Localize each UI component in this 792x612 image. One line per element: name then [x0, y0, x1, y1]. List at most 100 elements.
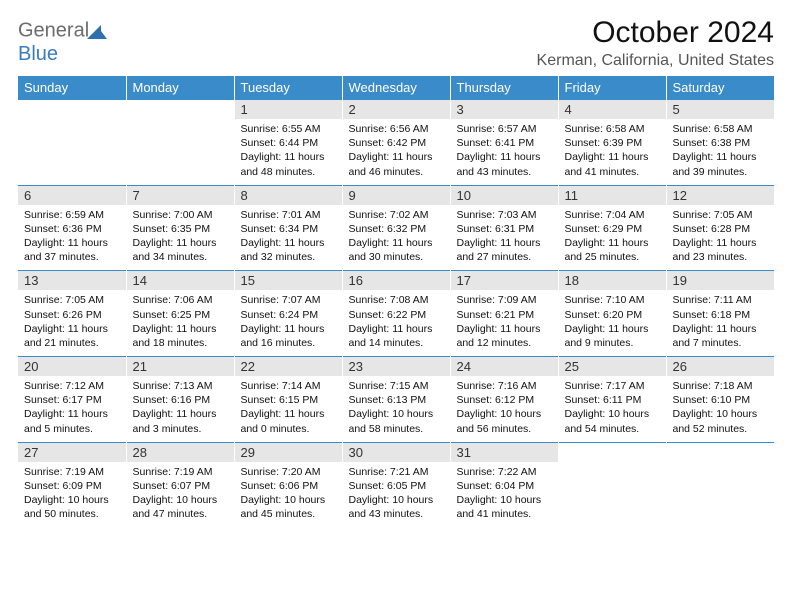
day-number-cell: [666, 442, 774, 462]
daylight-text: and 5 minutes.: [24, 422, 120, 436]
daylight-text: and 34 minutes.: [133, 250, 228, 264]
day-number-row: 13141516171819: [18, 271, 774, 291]
sunrise-text: Sunrise: 7:00 AM: [133, 208, 228, 222]
month-title: October 2024: [537, 16, 774, 50]
day-number-cell: 3: [450, 100, 558, 120]
sunrise-text: Sunrise: 7:16 AM: [457, 379, 552, 393]
day-body-cell: Sunrise: 7:02 AMSunset: 6:32 PMDaylight:…: [342, 205, 450, 271]
daylight-text: Daylight: 10 hours: [565, 407, 660, 421]
sunset-text: Sunset: 6:10 PM: [673, 393, 769, 407]
daylight-text: Daylight: 11 hours: [241, 407, 336, 421]
day-body-cell: Sunrise: 7:14 AMSunset: 6:15 PMDaylight:…: [234, 376, 342, 442]
day-body-cell: Sunrise: 7:09 AMSunset: 6:21 PMDaylight:…: [450, 290, 558, 356]
sunset-text: Sunset: 6:39 PM: [565, 136, 660, 150]
sunrise-text: Sunrise: 7:02 AM: [349, 208, 444, 222]
day-body-cell: [126, 119, 234, 185]
day-body-cell: Sunrise: 7:04 AMSunset: 6:29 PMDaylight:…: [558, 205, 666, 271]
sunset-text: Sunset: 6:22 PM: [349, 308, 444, 322]
daylight-text: and 25 minutes.: [565, 250, 660, 264]
daylight-text: Daylight: 10 hours: [457, 407, 552, 421]
daylight-text: and 45 minutes.: [241, 507, 336, 521]
daylight-text: Daylight: 11 hours: [24, 236, 120, 250]
day-number-cell: 17: [450, 271, 558, 291]
daylight-text: and 37 minutes.: [24, 250, 120, 264]
day-number-cell: 15: [234, 271, 342, 291]
day-number-cell: [558, 442, 666, 462]
daylight-text: Daylight: 10 hours: [24, 493, 120, 507]
location: Kerman, California, United States: [537, 52, 774, 70]
weekday-header: Monday: [126, 76, 234, 100]
daylight-text: Daylight: 11 hours: [349, 236, 444, 250]
daylight-text: Daylight: 11 hours: [241, 322, 336, 336]
daylight-text: Daylight: 11 hours: [673, 322, 769, 336]
day-body-cell: Sunrise: 7:08 AMSunset: 6:22 PMDaylight:…: [342, 290, 450, 356]
day-body-cell: [558, 462, 666, 528]
day-body-cell: Sunrise: 7:00 AMSunset: 6:35 PMDaylight:…: [126, 205, 234, 271]
sunset-text: Sunset: 6:36 PM: [24, 222, 120, 236]
sunrise-text: Sunrise: 7:19 AM: [24, 465, 120, 479]
daylight-text: and 3 minutes.: [133, 422, 228, 436]
weekday-header: Saturday: [666, 76, 774, 100]
sunset-text: Sunset: 6:34 PM: [241, 222, 336, 236]
day-body-cell: Sunrise: 7:15 AMSunset: 6:13 PMDaylight:…: [342, 376, 450, 442]
daylight-text: Daylight: 11 hours: [133, 236, 228, 250]
daylight-text: Daylight: 10 hours: [241, 493, 336, 507]
daylight-text: Daylight: 10 hours: [673, 407, 769, 421]
daylight-text: and 39 minutes.: [673, 165, 769, 179]
daylight-text: and 30 minutes.: [349, 250, 444, 264]
daylight-text: Daylight: 11 hours: [457, 236, 552, 250]
sunset-text: Sunset: 6:44 PM: [241, 136, 336, 150]
day-number-cell: 11: [558, 185, 666, 205]
sunset-text: Sunset: 6:16 PM: [133, 393, 228, 407]
day-number-cell: 30: [342, 442, 450, 462]
sunrise-text: Sunrise: 7:01 AM: [241, 208, 336, 222]
daylight-text: and 41 minutes.: [457, 507, 552, 521]
sunrise-text: Sunrise: 6:58 AM: [673, 122, 769, 136]
daylight-text: and 14 minutes.: [349, 336, 444, 350]
daylight-text: Daylight: 11 hours: [24, 322, 120, 336]
day-body-cell: Sunrise: 7:19 AMSunset: 6:07 PMDaylight:…: [126, 462, 234, 528]
sunrise-text: Sunrise: 7:07 AM: [241, 293, 336, 307]
day-body-cell: Sunrise: 7:22 AMSunset: 6:04 PMDaylight:…: [450, 462, 558, 528]
sunrise-text: Sunrise: 7:14 AM: [241, 379, 336, 393]
sunset-text: Sunset: 6:07 PM: [133, 479, 228, 493]
day-number-row: 6789101112: [18, 185, 774, 205]
sunset-text: Sunset: 6:17 PM: [24, 393, 120, 407]
weekday-header: Friday: [558, 76, 666, 100]
day-body-cell: Sunrise: 7:05 AMSunset: 6:26 PMDaylight:…: [18, 290, 126, 356]
day-number-cell: 14: [126, 271, 234, 291]
weekday-header-row: Sunday Monday Tuesday Wednesday Thursday…: [18, 76, 774, 100]
sunrise-text: Sunrise: 7:08 AM: [349, 293, 444, 307]
day-body-cell: [666, 462, 774, 528]
day-number-cell: 4: [558, 100, 666, 120]
logo-word-general: General: [18, 19, 89, 41]
sunrise-text: Sunrise: 6:55 AM: [241, 122, 336, 136]
day-number-cell: 24: [450, 357, 558, 377]
sunrise-text: Sunrise: 6:59 AM: [24, 208, 120, 222]
daylight-text: Daylight: 11 hours: [457, 150, 552, 164]
logo-word-blue: Blue: [18, 43, 58, 65]
daylight-text: and 50 minutes.: [24, 507, 120, 521]
daylight-text: Daylight: 11 hours: [133, 322, 228, 336]
daylight-text: Daylight: 10 hours: [133, 493, 228, 507]
day-body-cell: Sunrise: 7:20 AMSunset: 6:06 PMDaylight:…: [234, 462, 342, 528]
day-body-cell: Sunrise: 7:10 AMSunset: 6:20 PMDaylight:…: [558, 290, 666, 356]
daylight-text: Daylight: 11 hours: [349, 150, 444, 164]
day-number-cell: 18: [558, 271, 666, 291]
sunset-text: Sunset: 6:05 PM: [349, 479, 444, 493]
sunrise-text: Sunrise: 7:05 AM: [673, 208, 769, 222]
daylight-text: and 16 minutes.: [241, 336, 336, 350]
day-number-cell: 19: [666, 271, 774, 291]
sunrise-text: Sunrise: 6:58 AM: [565, 122, 660, 136]
day-body-cell: Sunrise: 7:19 AMSunset: 6:09 PMDaylight:…: [18, 462, 126, 528]
calendar-table: Sunday Monday Tuesday Wednesday Thursday…: [18, 76, 774, 527]
daylight-text: and 18 minutes.: [133, 336, 228, 350]
day-number-cell: 6: [18, 185, 126, 205]
sunrise-text: Sunrise: 6:56 AM: [349, 122, 444, 136]
daylight-text: and 12 minutes.: [457, 336, 552, 350]
day-body-row: Sunrise: 6:59 AMSunset: 6:36 PMDaylight:…: [18, 205, 774, 271]
daylight-text: Daylight: 11 hours: [133, 407, 228, 421]
sunset-text: Sunset: 6:20 PM: [565, 308, 660, 322]
day-number-cell: 22: [234, 357, 342, 377]
day-number-row: 20212223242526: [18, 357, 774, 377]
